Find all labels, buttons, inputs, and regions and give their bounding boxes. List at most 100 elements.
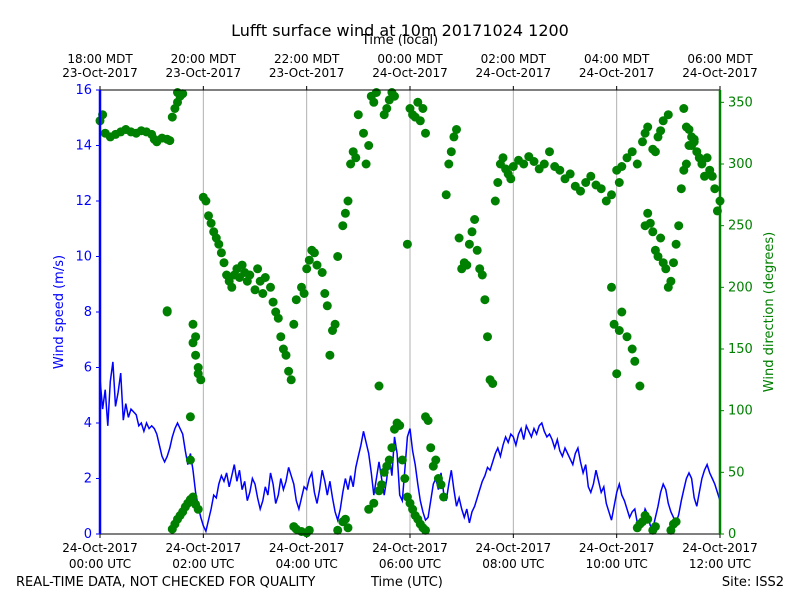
wind-direction-point — [454, 233, 464, 243]
y-right-tick-label: 200 — [728, 280, 753, 295]
x-tick-label-utc-date: 24-Oct-2017 — [372, 541, 448, 555]
top-axis-label: Time (local) — [361, 33, 439, 48]
x-tick-label-local-date: 24-Oct-2017 — [372, 66, 448, 80]
wind-direction-point — [312, 260, 322, 270]
x-axis-label: Time (UTC) — [371, 575, 443, 590]
wind-direction-point — [643, 514, 653, 524]
wind-direction-point — [632, 159, 642, 169]
wind-direction-point — [291, 295, 301, 305]
wind-direction-point — [467, 227, 477, 237]
wind-direction-point — [162, 306, 172, 316]
wind-direction-point — [650, 522, 660, 532]
wind-direction-point — [369, 498, 379, 508]
x-tick-label-utc-date: 24-Oct-2017 — [269, 541, 345, 555]
x-tick-label-local-time: 18:00 MDT — [67, 52, 133, 66]
wind-direction-point — [193, 363, 203, 372]
wind-direction-point — [656, 126, 666, 136]
x-tick-label-local-date: 24-Oct-2017 — [579, 66, 655, 80]
wind-direction-point — [671, 239, 681, 249]
y-left-tick-label: 8 — [84, 305, 92, 320]
x-tick-label-local-date: 23-Oct-2017 — [269, 66, 345, 80]
wind-direction-point — [671, 517, 681, 527]
wind-direction-point — [390, 91, 399, 101]
wind-direction-point — [607, 190, 616, 200]
wind-direction-point — [681, 159, 691, 169]
wind-direction-point — [260, 273, 270, 282]
wind-direction-point — [421, 128, 430, 138]
x-tick-label-local-date: 23-Oct-2017 — [62, 66, 138, 80]
wind-direction-point — [216, 248, 226, 258]
x-tick-label-utc-date: 24-Oct-2017 — [166, 541, 242, 555]
wind-direction-point — [304, 255, 314, 265]
wind-direction-point — [351, 153, 361, 163]
y-right-tick-label: 0 — [728, 527, 736, 542]
wind-direction-point — [325, 350, 335, 360]
wind-direction-point — [423, 416, 433, 425]
x-tick-label-utc-date: 24-Oct-2017 — [579, 541, 655, 555]
wind-direction-point — [676, 184, 686, 194]
wind-direction-point — [498, 153, 508, 163]
wind-direction-point — [506, 174, 516, 184]
wind-direction-point — [196, 375, 206, 385]
wind-direction-point — [330, 319, 340, 329]
wind-direction-point — [304, 525, 314, 535]
y-right-tick-label: 250 — [728, 219, 753, 234]
wind-direction-point — [397, 455, 407, 465]
wind-direction-point — [402, 239, 412, 249]
wind-direction-point — [707, 171, 717, 181]
x-tick-label-local-date: 23-Oct-2017 — [166, 66, 242, 80]
wind-direction-point — [472, 245, 482, 255]
wind-direction-point — [193, 504, 203, 514]
wind-direction-point — [617, 162, 627, 171]
x-tick-label-local-time: 22:00 MDT — [274, 52, 340, 66]
wind-direction-point — [340, 208, 350, 218]
wind-direction-point — [286, 375, 296, 385]
wind-direction-point — [612, 369, 622, 379]
wind-direction-point — [178, 89, 188, 99]
wind-direction-point — [684, 125, 694, 134]
wind-direction-point — [635, 381, 645, 391]
x-tick-label-local-date: 24-Oct-2017 — [682, 66, 758, 80]
wind-direction-point — [369, 97, 379, 107]
wind-direction-point — [617, 307, 627, 317]
wind-direction-point — [377, 480, 387, 490]
wind-direction-point — [627, 344, 637, 354]
wind-direction-point — [320, 289, 330, 298]
wind-direction-point — [309, 248, 319, 258]
wind-direction-point — [268, 297, 278, 307]
wind-direction-point — [607, 282, 616, 292]
x-tick-label-utc-time: 00:00 UTC — [69, 557, 131, 571]
y-left-tick-label: 10 — [75, 250, 92, 265]
wind-direction-point — [188, 492, 198, 502]
wind-direction-point — [601, 196, 611, 206]
wind-direction-point — [669, 258, 678, 268]
wind-direction-point — [333, 525, 343, 535]
wind-direction-point — [317, 268, 327, 277]
y-right-tick-label: 100 — [728, 404, 753, 419]
wind-direction-point — [648, 227, 658, 237]
wind-direction-point — [483, 332, 492, 342]
x-tick-label-local-time: 00:00 MDT — [377, 52, 443, 66]
wind-direction-point — [415, 116, 425, 126]
wind-direction-point — [191, 332, 201, 342]
wind-direction-point — [488, 379, 498, 388]
wind-direction-point — [338, 221, 348, 231]
wind-direction-point — [666, 276, 676, 286]
wind-direction-point — [679, 104, 689, 113]
wind-direction-point — [643, 208, 653, 218]
wind-direction-point — [237, 260, 247, 270]
wind-direction-point — [656, 233, 666, 243]
wind-speed-line — [99, 361, 721, 534]
wind-direction-point — [276, 332, 286, 342]
wind-direction-point — [167, 112, 177, 122]
wind-direction-point — [384, 455, 394, 465]
x-tick-label-local-time: 04:00 MDT — [584, 52, 650, 66]
wind-direction-point — [581, 178, 591, 187]
wind-direction-point — [446, 147, 456, 157]
wind-direction-point — [289, 319, 299, 329]
wind-direction-point — [353, 110, 363, 120]
quality-disclaimer: REAL-TIME DATA, NOT CHECKED FOR QUALITY — [16, 575, 316, 590]
wind-direction-point — [614, 178, 624, 187]
wind-direction-point — [201, 196, 211, 206]
wind-direction-point — [284, 366, 294, 376]
